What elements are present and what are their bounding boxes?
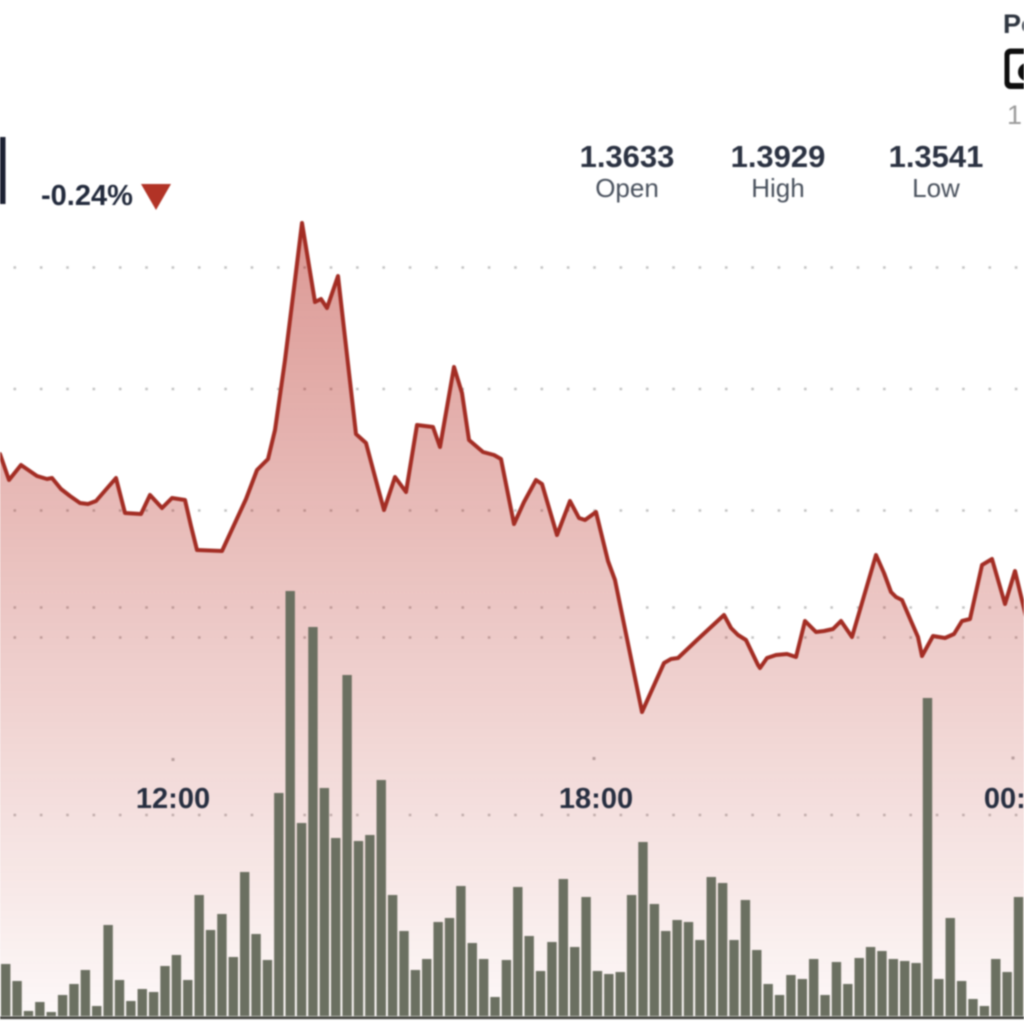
- svg-text:1.3929: 1.3929: [731, 139, 826, 174]
- svg-text:Po: Po: [1003, 9, 1024, 39]
- svg-text:Open: Open: [595, 173, 659, 203]
- svg-text:1.3541: 1.3541: [889, 139, 984, 174]
- svg-text:-0.24%: -0.24%: [41, 180, 133, 212]
- svg-text:1: 1: [1007, 100, 1022, 130]
- svg-text:00:00: 00:00: [984, 783, 1024, 815]
- svg-text:Low: Low: [912, 173, 960, 203]
- svg-text:1.3633: 1.3633: [580, 139, 675, 174]
- svg-text:12:00: 12:00: [136, 783, 210, 815]
- svg-text:High: High: [751, 173, 804, 203]
- svg-text:18:00: 18:00: [559, 783, 633, 815]
